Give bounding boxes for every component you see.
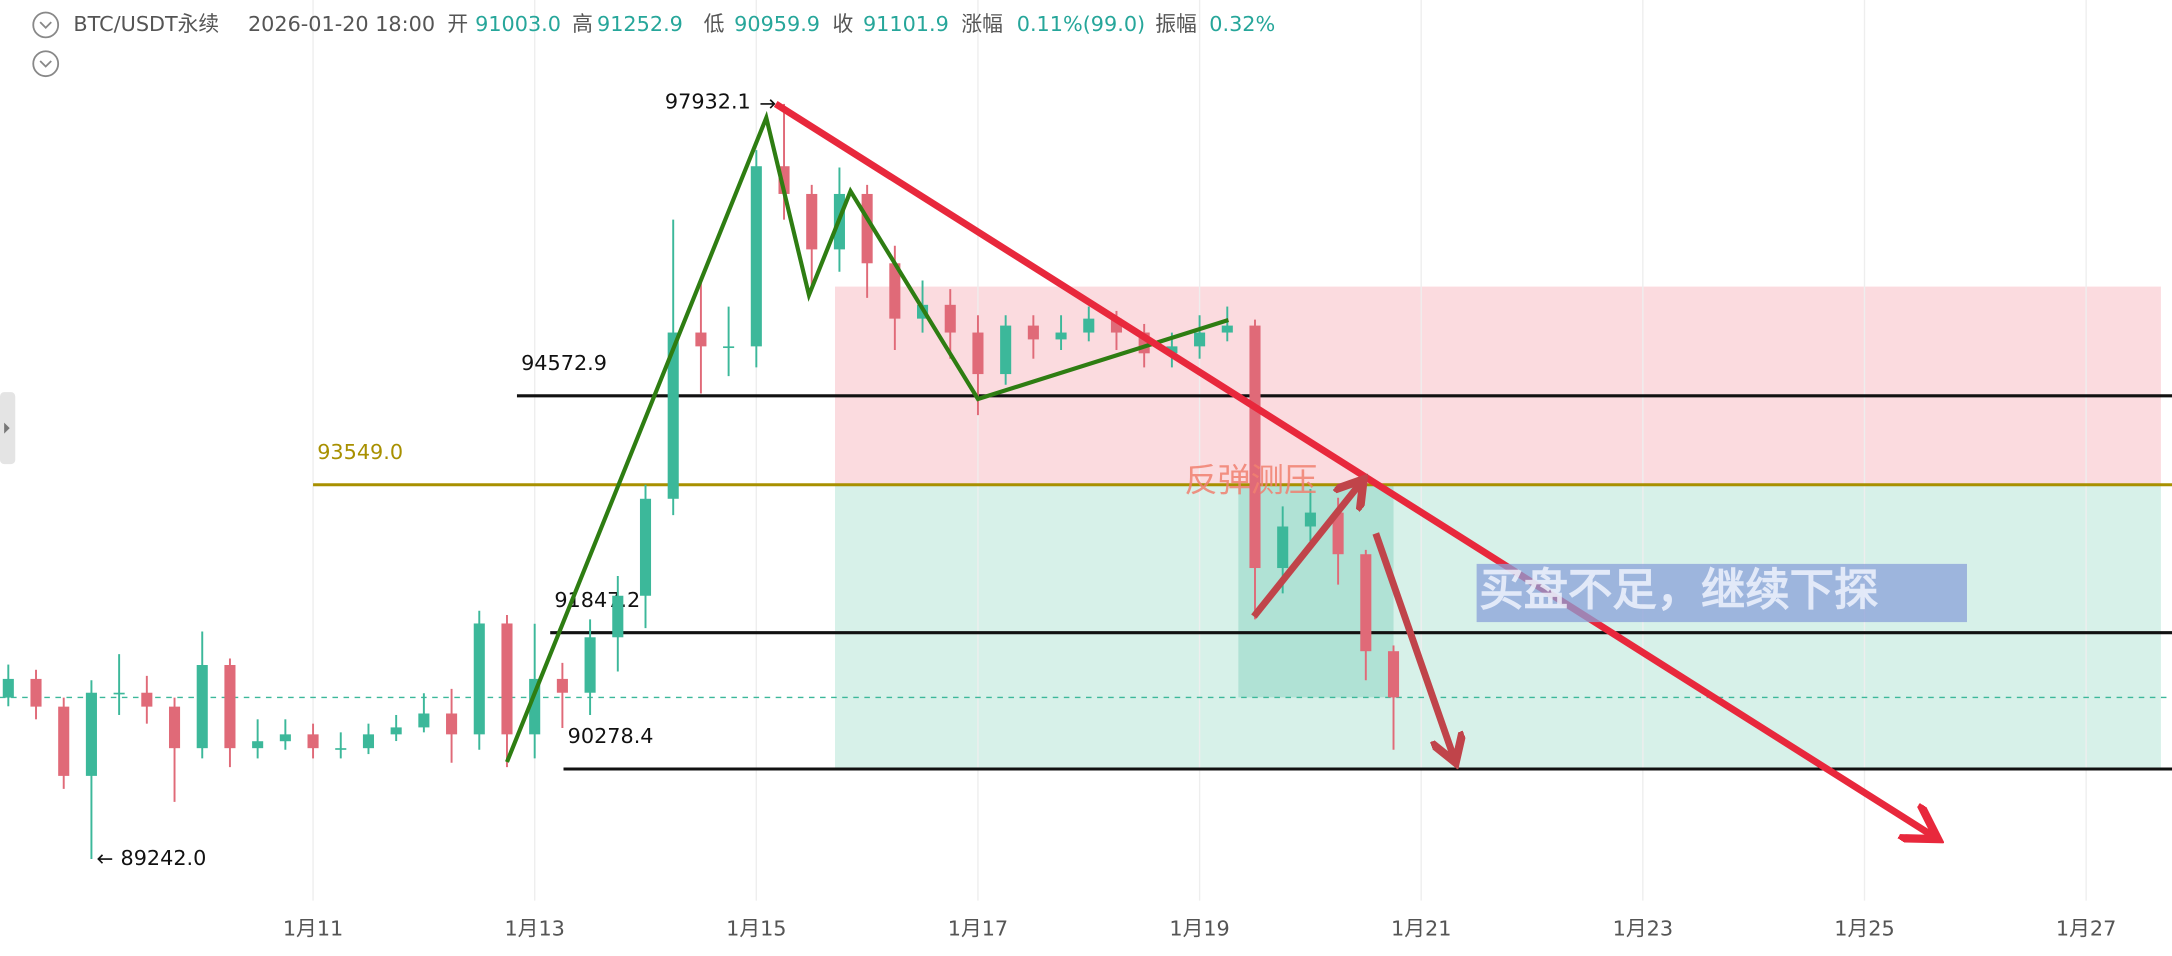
candle-body	[1249, 325, 1261, 569]
candle-body	[612, 595, 624, 638]
collapse-button[interactable]	[32, 11, 60, 39]
high-label: 高	[572, 12, 593, 36]
candle-body	[1138, 332, 1150, 354]
low-label: 89242.0	[121, 846, 207, 870]
annotation-box	[1476, 563, 1967, 623]
candle-body	[1221, 325, 1233, 333]
amplitude-value: 0.32%	[1209, 12, 1275, 36]
symbol: BTC/USDT永续	[73, 12, 219, 36]
open-label: 开	[447, 12, 468, 36]
stop-zone	[835, 286, 2161, 485]
candle-body	[1332, 512, 1344, 555]
candle-body	[695, 332, 707, 347]
open-value: 91003.0	[475, 12, 561, 36]
high-arrow	[760, 99, 776, 109]
candle-body	[252, 741, 264, 749]
candle-body	[667, 332, 679, 499]
candle-body	[944, 304, 956, 333]
x-tick-label: 1月15	[726, 917, 786, 941]
candle-body	[889, 263, 901, 319]
candle-body	[778, 166, 790, 194]
indicator-button[interactable]	[32, 50, 60, 78]
candle-body	[1277, 526, 1289, 569]
candle-body	[750, 166, 762, 347]
candle-body	[1083, 318, 1095, 333]
x-tick-label: 1月27	[2056, 917, 2116, 941]
low-value: 90959.9	[734, 12, 820, 36]
level-label: 93549.0	[317, 440, 403, 464]
candle-body	[141, 692, 153, 707]
level-label: 90278.4	[568, 724, 654, 748]
level-label: 94572.9	[521, 351, 607, 375]
candle-body	[335, 748, 347, 750]
trend-line	[773, 100, 1932, 835]
candle-body	[1000, 325, 1012, 375]
low-arrow	[97, 854, 113, 864]
indicator-icon	[39, 60, 52, 68]
candle-body	[1360, 554, 1372, 652]
candle-body	[390, 727, 402, 735]
close-label: 收	[833, 12, 854, 36]
candle-body	[723, 346, 735, 349]
amplitude-label: 振幅	[1155, 12, 1197, 36]
side-handle-icon	[4, 422, 10, 434]
candle-body	[58, 706, 70, 776]
move-arrow	[1372, 532, 1455, 759]
change-value: 0.11%(99.0)	[1017, 12, 1145, 36]
candle-body	[584, 637, 596, 693]
time: 2026-01-20 18:00	[248, 12, 435, 36]
x-tick-label: 1月25	[1834, 917, 1894, 941]
close-value: 91101.9	[863, 12, 949, 36]
change-label: 涨幅	[961, 12, 1003, 36]
low-label: 低	[704, 12, 725, 36]
x-tick-label: 1月21	[1391, 917, 1451, 941]
zigzag-line	[505, 110, 1230, 763]
high-value: 91252.9	[597, 12, 683, 36]
candle-body	[168, 706, 181, 749]
x-tick-label: 1月19	[1169, 917, 1229, 941]
candle-body	[1166, 346, 1178, 354]
candle-body	[1194, 332, 1206, 347]
candle-body	[806, 193, 818, 250]
x-tick-label: 1月23	[1613, 917, 1673, 941]
candle-body	[446, 713, 458, 735]
candle-body	[113, 692, 125, 695]
candle-body	[556, 678, 568, 693]
target-zone	[835, 484, 2161, 769]
annotation: 买盘不足，继续下探	[1479, 565, 1879, 616]
candle-body	[196, 665, 208, 749]
candle-body	[1387, 651, 1400, 698]
candle-body	[1055, 332, 1067, 340]
candle-body	[1304, 512, 1316, 527]
candle-body	[85, 692, 97, 776]
candle-body	[529, 678, 541, 735]
candle-body	[418, 713, 430, 728]
candle-body	[473, 623, 485, 735]
candle-body	[279, 734, 291, 742]
candle-body	[307, 734, 319, 749]
candle-body	[30, 678, 42, 707]
candle-body	[639, 498, 652, 596]
candle-body	[1027, 325, 1039, 340]
candle-body	[1110, 318, 1123, 333]
collapse-icon	[39, 21, 52, 29]
high-label: 97932.1	[665, 90, 751, 114]
x-tick-label: 1月13	[504, 917, 564, 941]
candle-body	[861, 193, 873, 264]
x-tick-label: 1月11	[283, 917, 343, 941]
candle-body	[972, 332, 984, 375]
candle-body	[224, 665, 236, 749]
move-arrow	[1251, 482, 1361, 619]
candle-body	[362, 734, 375, 749]
annotation: 反弹测压	[1184, 461, 1317, 500]
candle-body	[2, 678, 14, 698]
candle-body	[501, 623, 513, 735]
x-tick-label: 1月17	[948, 917, 1008, 941]
